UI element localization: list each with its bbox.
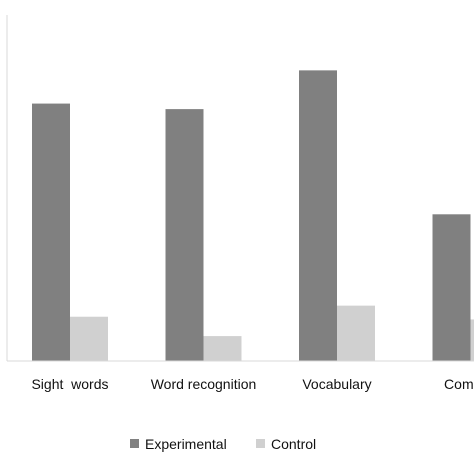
legend-swatch-control [256, 439, 265, 448]
legend-label-control: Control [271, 436, 316, 452]
bar-experimental-0 [32, 103, 70, 362]
x-tick-label: Comprel [444, 376, 474, 392]
bar-control-2 [337, 305, 375, 361]
bar-control-0 [70, 316, 108, 361]
legend: Experimental Control [130, 436, 316, 452]
bar-experimental-3 [432, 214, 471, 361]
bar-control-3 [470, 319, 474, 361]
x-tick-label: Word recognition [151, 376, 257, 392]
legend-swatch-experimental [130, 439, 139, 448]
plot-area [6, 15, 474, 362]
bar-experimental-2 [299, 70, 337, 362]
legend-label-experimental: Experimental [145, 436, 227, 452]
x-tick-labels: Sight words Word recognition Vocabulary Com… [31, 376, 474, 392]
bar-control-1 [203, 336, 242, 361]
x-tick-label: Sight words [31, 376, 108, 392]
x-tick-label: Vocabulary [302, 376, 371, 392]
bars-group [32, 70, 474, 362]
bar-experimental-1 [165, 109, 204, 361]
